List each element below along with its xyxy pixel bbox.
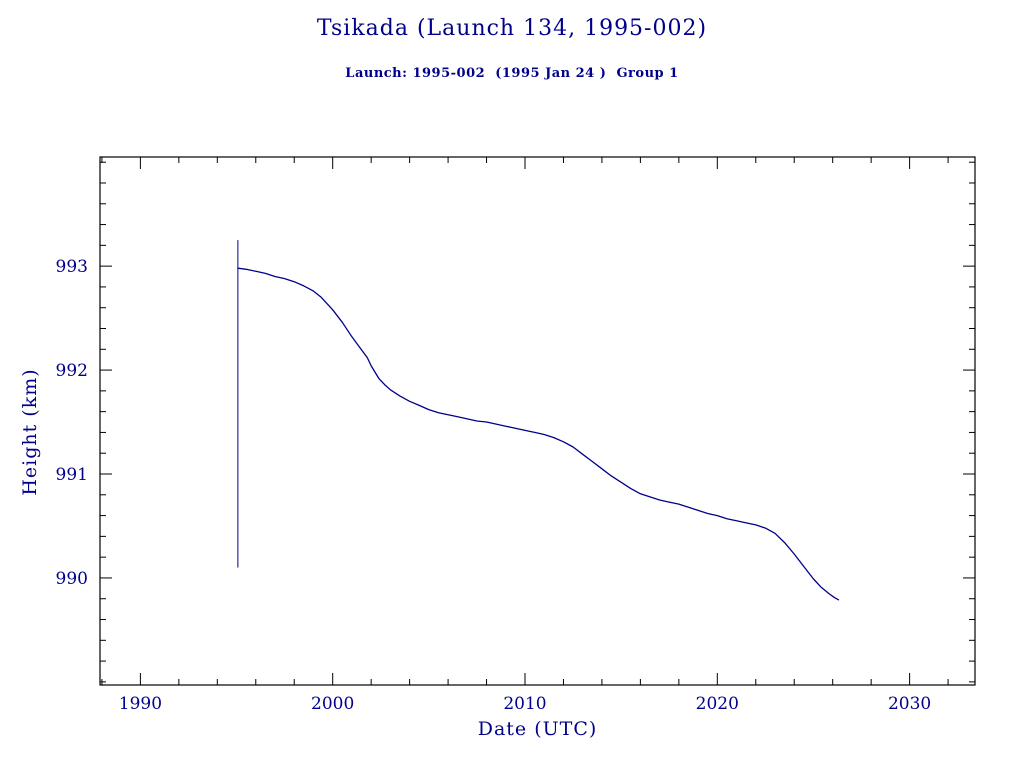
x-tick-label: 2030: [888, 694, 931, 714]
x-tick-label: 2020: [696, 694, 739, 714]
chart-subtitle: Launch: 1995-002 (1995 Jan 24 ) Group 1: [345, 66, 679, 81]
y-tick-label: 991: [56, 465, 88, 485]
height-series-line: [237, 267, 840, 601]
chart-title: Tsikada (Launch 134, 1995-002): [316, 16, 708, 41]
x-tick-label: 1990: [119, 694, 162, 714]
y-tick-label: 993: [56, 257, 88, 277]
plot-frame: [99, 156, 976, 686]
x-tick-label: 2000: [311, 694, 354, 714]
x-tick-label: 2010: [503, 694, 546, 714]
x-axis-label: Date (UTC): [477, 718, 598, 740]
y-tick-label: 990: [56, 569, 88, 589]
y-tick-label: 992: [56, 361, 88, 381]
